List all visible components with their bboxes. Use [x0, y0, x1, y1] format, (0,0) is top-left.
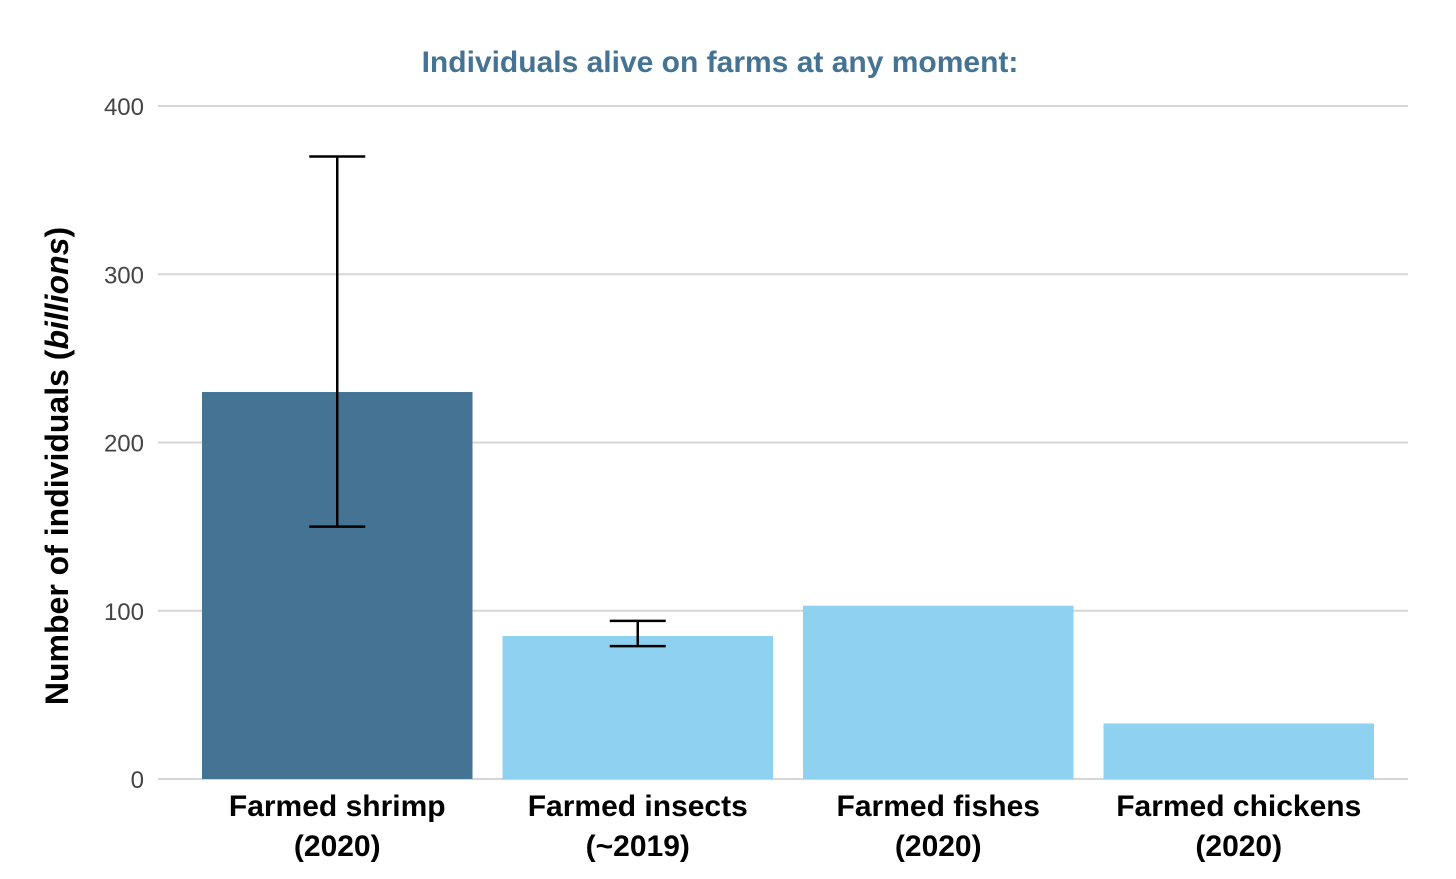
x-tick-label-line1: Farmed insects — [528, 790, 748, 823]
bars — [202, 392, 1374, 779]
y-tick-label: 200 — [104, 431, 144, 458]
y-axis-label-main: Number of individuals ( — [39, 349, 75, 705]
y-tick-label: 0 — [131, 767, 144, 794]
error-bar-0 — [309, 155, 366, 528]
x-tick-label-line2: (~2019) — [586, 830, 690, 863]
x-axis-ticks: Farmed shrimp (2020) Farmed insects (~2019)… — [229, 790, 1361, 863]
x-tick-label-line2: (2020) — [895, 830, 982, 863]
error-bar-1 — [609, 619, 666, 648]
bar-2 — [803, 605, 1074, 779]
x-tick-label-line1: Farmed shrimp — [229, 790, 446, 823]
y-axis-label-unit: billions — [39, 238, 75, 350]
y-tick-label: 300 — [104, 262, 144, 289]
x-tick-label-line1: Farmed chickens — [1116, 790, 1361, 823]
x-tick-label-line2: (2020) — [1195, 830, 1282, 863]
y-axis-ticks: 0 100 200 300 400 — [104, 94, 144, 794]
y-tick-label: 400 — [104, 94, 144, 121]
error-bars — [309, 155, 666, 648]
bar-1 — [502, 635, 773, 779]
y-tick-label: 100 — [104, 599, 144, 626]
y-axis-label-close: ) — [39, 227, 75, 238]
x-tick-label-line1: Farmed fishes — [837, 790, 1040, 823]
bar-3 — [1103, 723, 1374, 779]
chart-title: Individuals alive on farms at any moment… — [422, 46, 1019, 79]
y-axis-label: Number of individuals (billions) — [39, 227, 75, 705]
x-tick-label-line2: (2020) — [294, 830, 381, 863]
